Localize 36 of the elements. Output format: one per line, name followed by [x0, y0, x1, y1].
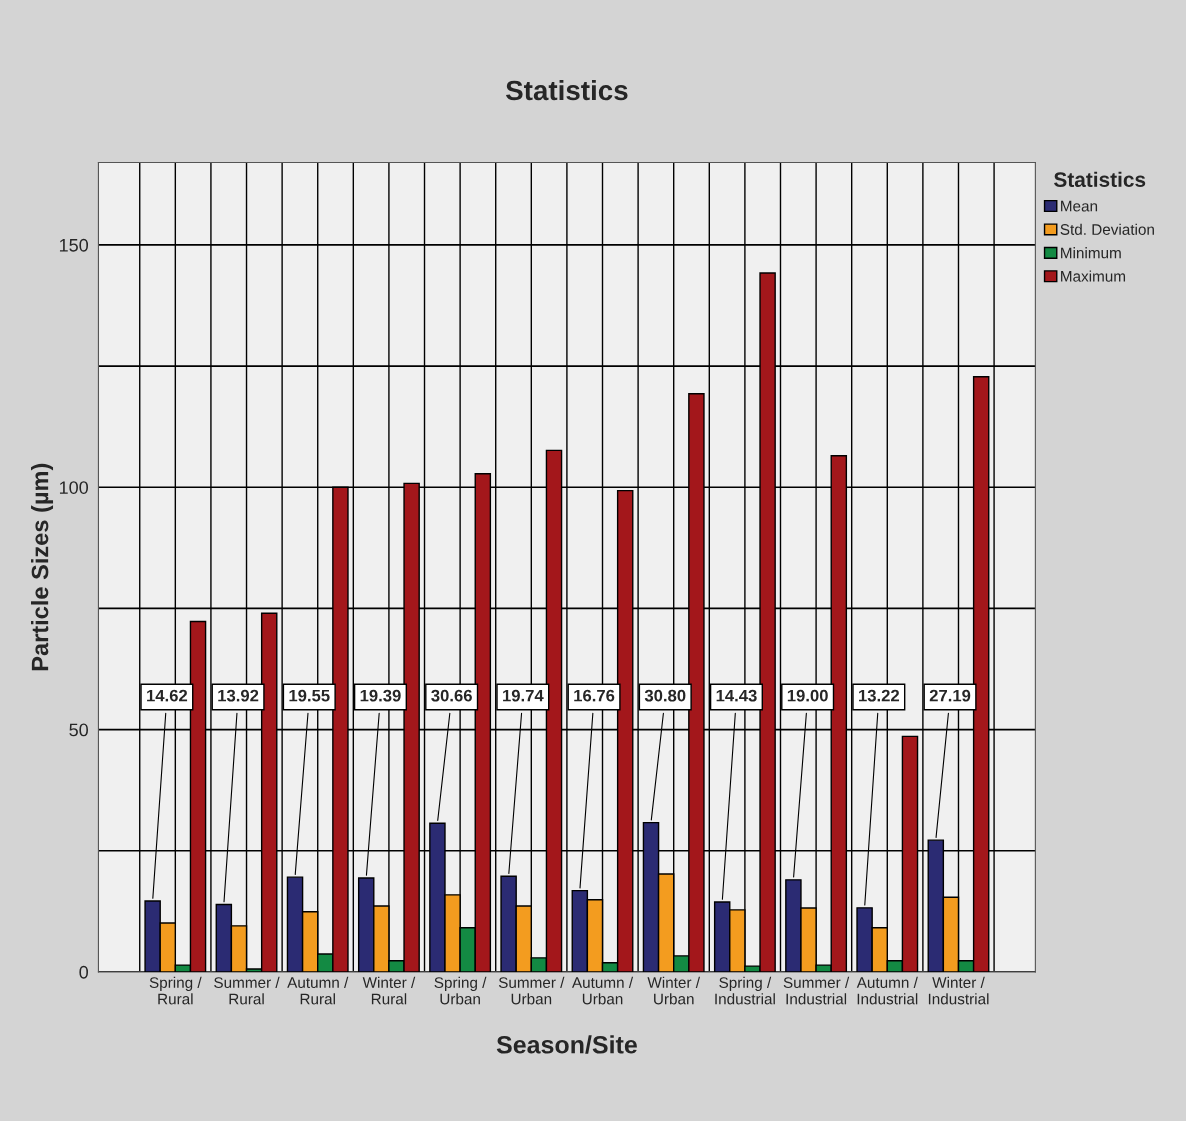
data-label: 19.55: [289, 689, 330, 702]
y-tick-label: 0: [79, 965, 89, 979]
x-tick-label: Spring / Rural: [149, 976, 202, 1005]
data-label: 19.39: [360, 689, 401, 702]
data-label: 14.43: [716, 689, 757, 702]
x-tick-label: Winter / Rural: [362, 976, 416, 1005]
x-tick-label: Summer / Industrial: [783, 976, 850, 1005]
legend-label: Minimum: [1061, 247, 1121, 259]
y-axis-title: Particle Sizes (µm): [31, 463, 54, 671]
data-label: 19.00: [787, 689, 828, 702]
data-label: 13.92: [218, 689, 259, 702]
data-label: 16.76: [574, 689, 615, 702]
x-tick-label: Autumn / Urban: [571, 976, 634, 1005]
data-label: 14.62: [147, 689, 188, 702]
x-tick-label: Autumn / Industrial: [856, 976, 918, 1005]
chart-title: Statistics: [505, 79, 628, 101]
y-tick-label: 100: [59, 481, 89, 494]
data-label: 13.22: [859, 689, 900, 702]
x-tick-label: Summer / Rural: [214, 976, 280, 1005]
y-tick-label: 50: [69, 723, 89, 737]
x-tick-label: Winter / Industrial: [928, 976, 989, 1005]
legend-label: Std. Deviation: [1060, 223, 1154, 235]
y-tick-label: 150: [59, 238, 89, 252]
data-label: 27.19: [929, 689, 971, 702]
x-tick-label: Autumn / Rural: [287, 976, 349, 1005]
x-axis-title: Season/Site: [496, 1035, 637, 1054]
legend-label: Maximum: [1061, 270, 1126, 282]
data-label: 30.66: [431, 689, 472, 702]
legend-label: Mean: [1061, 200, 1098, 212]
legend-title: Statistics: [1054, 171, 1146, 188]
data-label: 19.74: [503, 689, 544, 702]
x-tick-label: Winter / Urban: [647, 976, 701, 1005]
data-label: 30.80: [644, 689, 686, 702]
x-tick-label: Spring / Urban: [434, 976, 487, 1005]
x-tick-label: Summer / Urban: [498, 976, 565, 1005]
x-tick-label: Spring / Industrial: [715, 976, 775, 1005]
